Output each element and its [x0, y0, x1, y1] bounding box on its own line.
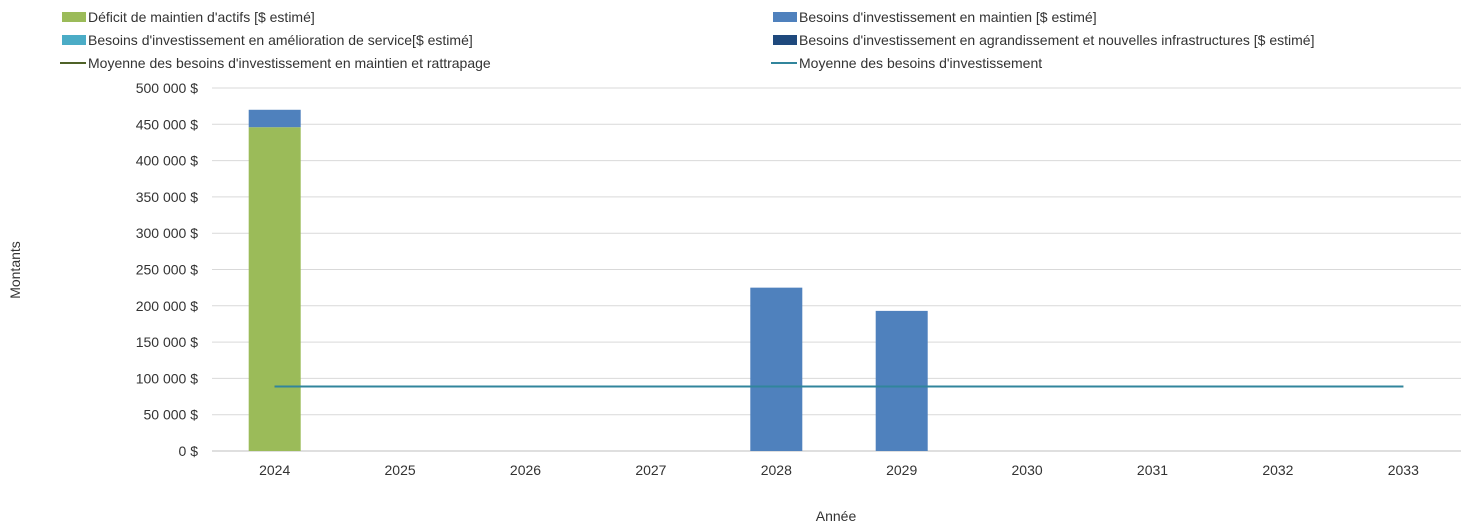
bar-2028-series-1 [750, 287, 803, 451]
y-axis-title: Montants [7, 241, 23, 299]
y-tick-label: 250 000 $ [136, 262, 198, 278]
x-tick-label: 2025 [385, 462, 416, 478]
gridlines [212, 87, 1461, 452]
bar-2024-series-0 [248, 127, 301, 451]
y-tick-label: 300 000 $ [136, 225, 198, 241]
legend-swatch-deficit [62, 12, 86, 23]
legend-label-moyenne-maintien: Moyenne des besoins d'investissement en … [88, 55, 491, 71]
x-axis-title: Année [816, 508, 857, 524]
x-tick-labels: 2024 2025 2026 2027 2028 2029 2030 2031 2032 2033 [259, 462, 1419, 478]
y-tick-labels: 0 $ 50 000 $ 100 000 $ 150 000 $ 200 000 $ 25… [136, 80, 199, 459]
x-tick-label: 2029 [886, 462, 917, 478]
bar-2024-series-1 [248, 109, 301, 128]
x-tick-label: 2032 [1262, 462, 1293, 478]
y-tick-label: 50 000 $ [144, 407, 199, 423]
legend-line-moyenne [771, 62, 797, 65]
legend-label-agrandissement: Besoins d'investissement en agrandisseme… [799, 32, 1315, 48]
y-tick-label: 350 000 $ [136, 189, 198, 205]
y-tick-label: 200 000 $ [136, 298, 198, 314]
legend-label-deficit: Déficit de maintien d'actifs [$ estimé] [88, 9, 315, 25]
legend-item-moyenne: Moyenne des besoins d'investissement [771, 54, 1042, 72]
y-tick-label: 500 000 $ [136, 80, 198, 96]
legend-item-amelioration: Besoins d'investissement en amélioration… [62, 31, 473, 49]
x-tick-label: 2027 [635, 462, 666, 478]
x-tick-label: 2030 [1012, 462, 1043, 478]
x-tick-label: 2033 [1388, 462, 1419, 478]
legend-swatch-agrandissement [773, 35, 797, 46]
legend-item-deficit: Déficit de maintien d'actifs [$ estimé] [62, 8, 315, 26]
x-tick-label: 2031 [1137, 462, 1168, 478]
y-tick-label: 450 000 $ [136, 116, 198, 132]
bar-2029-series-1 [875, 310, 928, 451]
x-tick-label: 2026 [510, 462, 541, 478]
legend-swatch-amelioration [62, 35, 86, 46]
legend-label-maintien: Besoins d'investissement en maintien [$ … [799, 9, 1097, 25]
legend-item-moyenne-maintien: Moyenne des besoins d'investissement en … [60, 54, 491, 72]
y-tick-label: 150 000 $ [136, 334, 198, 350]
x-tick-label: 2028 [761, 462, 792, 478]
legend-item-agrandissement: Besoins d'investissement en agrandisseme… [773, 31, 1314, 49]
chart-legend: Déficit de maintien d'actifs [$ estimé] … [0, 0, 1461, 80]
legend-label-amelioration: Besoins d'investissement en amélioration… [88, 32, 473, 48]
x-tick-label: 2024 [259, 462, 290, 478]
legend-line-moyenne-maintien [60, 62, 86, 65]
bars [248, 109, 928, 451]
legend-label-moyenne: Moyenne des besoins d'investissement [799, 55, 1043, 71]
y-tick-label: 100 000 $ [136, 370, 198, 386]
y-tick-label: 400 000 $ [136, 153, 198, 169]
y-tick-label: 0 $ [179, 443, 199, 459]
legend-item-maintien: Besoins d'investissement en maintien [$ … [773, 8, 1097, 26]
legend-swatch-maintien [773, 12, 797, 23]
